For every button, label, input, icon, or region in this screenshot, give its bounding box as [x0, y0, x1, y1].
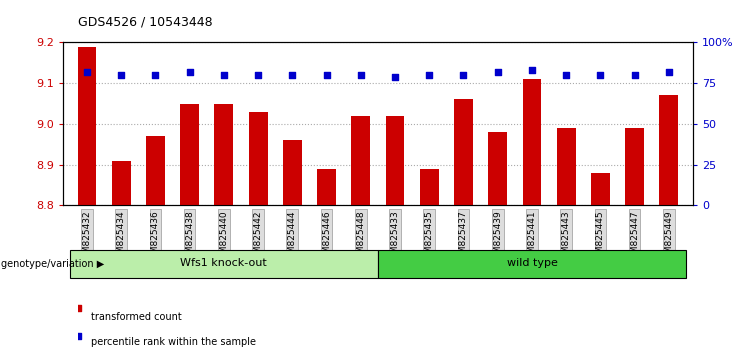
Text: GDS4526 / 10543448: GDS4526 / 10543448	[78, 15, 213, 28]
Text: Wfs1 knock-out: Wfs1 knock-out	[181, 258, 268, 268]
Bar	[454, 99, 473, 205]
Point	[218, 72, 230, 78]
Bar	[317, 169, 336, 205]
Bar	[283, 140, 302, 205]
Point	[287, 72, 299, 78]
Point	[492, 69, 504, 75]
Bar	[488, 132, 507, 205]
Bar	[214, 104, 233, 205]
Point	[560, 72, 572, 78]
Text: transformed count: transformed count	[91, 312, 182, 322]
Point	[150, 72, 162, 78]
FancyBboxPatch shape	[70, 250, 378, 278]
Point	[457, 72, 469, 78]
Bar	[112, 161, 130, 205]
Point	[355, 72, 367, 78]
Bar	[249, 112, 268, 205]
FancyBboxPatch shape	[378, 250, 686, 278]
Point	[321, 72, 333, 78]
Bar	[385, 116, 405, 205]
Point	[116, 72, 127, 78]
Bar	[659, 96, 678, 205]
Text: percentile rank within the sample: percentile rank within the sample	[91, 337, 256, 347]
Bar	[556, 128, 576, 205]
Point	[423, 72, 435, 78]
Bar	[591, 173, 610, 205]
Text: genotype/variation ▶: genotype/variation ▶	[1, 259, 104, 269]
Point	[81, 69, 93, 75]
Point	[389, 74, 401, 80]
Bar	[522, 79, 542, 205]
Bar	[78, 47, 96, 205]
Point	[184, 69, 196, 75]
Bar	[625, 128, 644, 205]
Point	[663, 69, 675, 75]
Bar	[180, 104, 199, 205]
Point	[146, 157, 158, 163]
Bar	[420, 169, 439, 205]
Point	[628, 72, 640, 78]
Bar	[351, 116, 370, 205]
Point	[526, 67, 538, 73]
Bar	[146, 136, 165, 205]
Point	[594, 72, 606, 78]
Point	[252, 72, 264, 78]
Text: wild type: wild type	[507, 258, 557, 268]
